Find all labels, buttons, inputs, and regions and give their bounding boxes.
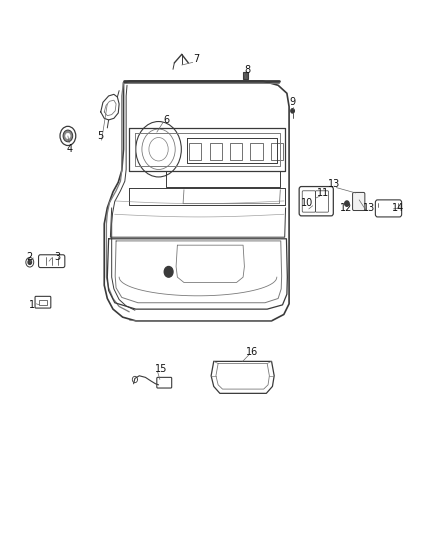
Bar [251,143,263,160]
Text: 10: 10 [300,198,313,207]
Text: 16: 16 [246,347,258,357]
Text: 7: 7 [193,54,199,63]
Text: 9: 9 [290,98,296,107]
Bar [243,72,248,79]
Text: 13: 13 [328,179,340,189]
Text: 11: 11 [317,188,329,198]
Text: 3: 3 [54,252,60,262]
Bar [209,143,222,160]
Circle shape [28,260,32,264]
Text: 2: 2 [27,252,33,262]
Text: 1: 1 [28,300,35,310]
Text: 6: 6 [163,115,170,125]
Bar [230,143,242,160]
Text: 13: 13 [363,203,375,213]
Text: 15: 15 [155,364,167,374]
Circle shape [164,266,173,277]
Bar [39,300,47,305]
Bar [189,143,201,160]
Circle shape [63,130,73,142]
Circle shape [66,133,70,139]
Text: 5: 5 [97,131,103,141]
Text: 4: 4 [67,144,73,154]
FancyBboxPatch shape [353,192,365,211]
Circle shape [291,109,294,113]
Text: 8: 8 [244,66,251,75]
Text: 12: 12 [340,203,352,213]
Circle shape [345,201,349,206]
Bar [271,143,283,160]
Text: 14: 14 [392,203,404,213]
